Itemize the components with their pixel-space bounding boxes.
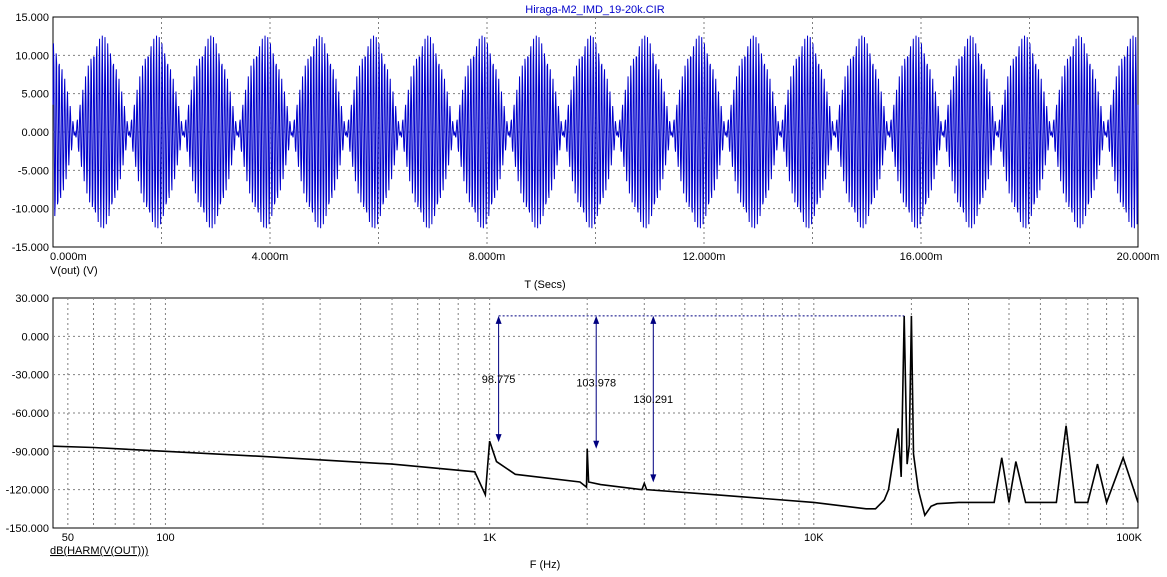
spectrum-plot: 30.000 0.000 -30.000 -60.000 -90.000 -120.000… xyxy=(6,293,1143,571)
arrow-up-icon xyxy=(593,315,600,324)
measurement-label: 130.291 xyxy=(633,394,673,406)
y-tick-label: -15.000 xyxy=(12,242,49,254)
y-tick-label: -60.000 xyxy=(12,408,49,420)
time-trace-vout xyxy=(52,35,1139,229)
spectrum-trace-harm xyxy=(52,315,1139,518)
y-tick-label: -150.000 xyxy=(6,523,49,535)
spectrum-plot-y-ticks: 30.000 0.000 -30.000 -60.000 -90.000 -120.000… xyxy=(6,293,49,535)
time-plot-x-axis-title: T (Secs) xyxy=(524,279,565,291)
x-tick-label: 8.000m xyxy=(469,251,506,263)
arrow-down-icon xyxy=(593,440,600,449)
time-plot-y-ticks: 15.000 10.000 5.000 0.000 -5.000 -10.000 -15.0… xyxy=(12,12,49,254)
spectrum-plot-x-axis-title: F (Hz) xyxy=(530,559,561,571)
x-tick-label: 20.000m xyxy=(1117,251,1160,263)
y-tick-label: -120.000 xyxy=(6,485,49,497)
y-tick-label: 5.000 xyxy=(21,89,49,101)
spectrum-plot-x-ticks: 50 100 1K 10K 100K xyxy=(62,532,1143,544)
arrow-up-icon xyxy=(650,315,657,324)
y-tick-label: 0.000 xyxy=(21,331,49,343)
y-tick-label: -10.000 xyxy=(12,204,49,216)
spectrum-annotations: 98.775 103.978 130.291 xyxy=(482,315,905,483)
spectrum-plot-expression: dB(HARM(V(OUT))) xyxy=(50,545,148,557)
arrow-down-icon xyxy=(650,474,657,483)
y-tick-label: 10.000 xyxy=(15,50,49,62)
y-tick-label: -90.000 xyxy=(12,446,49,458)
chart-title: Hiraga-M2_IMD_19-20k.CIR xyxy=(525,4,664,16)
time-domain-plot: 15.000 10.000 5.000 0.000 -5.000 -10.000 -15.0… xyxy=(12,12,1160,291)
measurement-label: 103.978 xyxy=(576,377,616,389)
x-tick-label: 1K xyxy=(483,532,497,544)
spectrum-plot-frame xyxy=(52,297,1139,529)
arrow-up-icon xyxy=(495,315,502,324)
x-tick-label: 50 xyxy=(62,532,74,544)
y-tick-label: -5.000 xyxy=(18,165,49,177)
y-tick-label: 15.000 xyxy=(15,12,49,24)
x-tick-label: 100 xyxy=(156,532,174,544)
x-tick-label: 12.000m xyxy=(683,251,726,263)
x-tick-label: 4.000m xyxy=(252,251,289,263)
y-tick-label: 0.000 xyxy=(21,127,49,139)
measurement-label: 98.775 xyxy=(482,374,516,386)
spectrum-plot-grid xyxy=(53,298,1138,528)
x-tick-label: 100K xyxy=(1116,532,1142,544)
time-plot-x-ticks: 0.000m 4.000m 8.000m 12.000m 16.000m 20.000m xyxy=(50,251,1159,263)
time-plot-expression: V(out) (V) xyxy=(50,265,98,277)
y-tick-label: -30.000 xyxy=(12,370,49,382)
x-tick-label: 10K xyxy=(804,532,824,544)
y-tick-label: 30.000 xyxy=(15,293,49,305)
x-tick-label: 0.000m xyxy=(50,251,87,263)
arrow-down-icon xyxy=(495,434,502,443)
x-tick-label: 16.000m xyxy=(900,251,943,263)
